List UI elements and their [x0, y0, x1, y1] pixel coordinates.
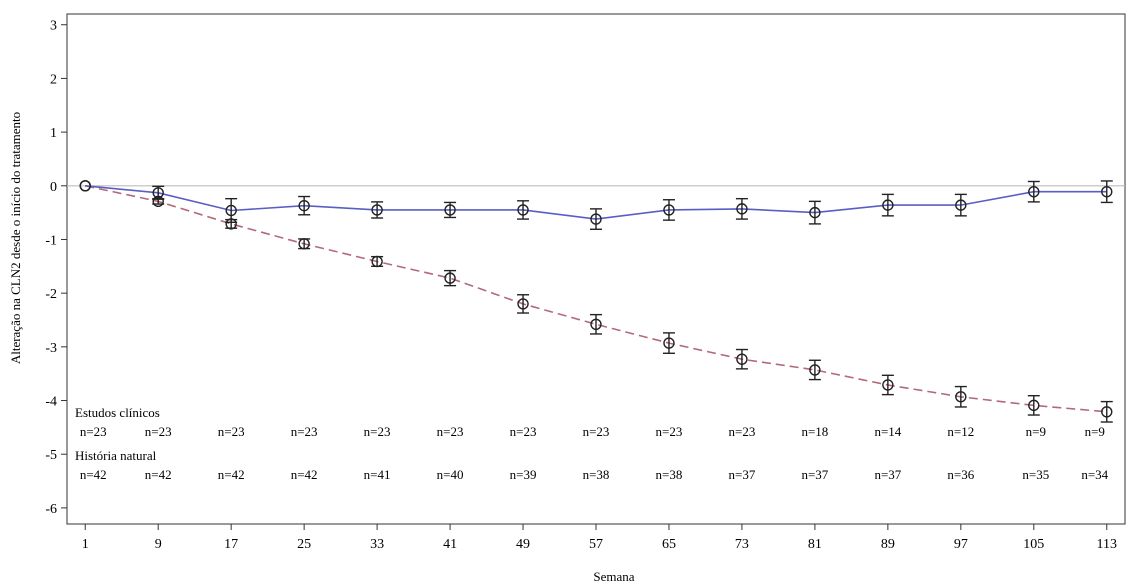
table-count: n=38	[656, 467, 683, 482]
data-point	[882, 199, 894, 211]
data-point	[1028, 399, 1040, 412]
y-tick-label: -6	[45, 502, 57, 517]
table-count: n=9	[1026, 424, 1046, 439]
y-tick-label: 0	[50, 180, 57, 195]
data-point	[1101, 406, 1113, 418]
data-point	[590, 213, 602, 225]
table-group-label: História natural	[75, 448, 157, 463]
y-tick-label: 3	[50, 19, 57, 34]
table-count: n=9	[1085, 424, 1105, 439]
x-tick-label: 73	[735, 537, 749, 552]
table-count: n=41	[364, 467, 391, 482]
data-point	[663, 204, 675, 216]
data-point	[225, 204, 237, 217]
data-point	[298, 199, 310, 212]
table-count: n=37	[801, 467, 828, 482]
y-tick-label: -1	[45, 233, 57, 248]
y-tick-label: 2	[50, 72, 57, 87]
table-count: n=36	[947, 467, 974, 482]
y-axis-title: Alteração na CLN2 desde o início do trat…	[8, 112, 23, 364]
table-count: n=37	[729, 467, 756, 482]
x-tick-label: 97	[954, 537, 968, 552]
table-count: n=23	[145, 424, 172, 439]
table-group-label: Estudos clínicos	[75, 405, 160, 420]
x-tick-label: 113	[1097, 537, 1117, 552]
x-tick-label: 41	[443, 537, 457, 552]
x-tick-label: 49	[516, 537, 530, 552]
x-axis: 1 9 17 25 33 41 49 57 65 73 81 89 97 105 113	[82, 524, 1117, 552]
table-count: n=18	[801, 424, 828, 439]
table-count: n=23	[656, 424, 683, 439]
table-count: n=39	[510, 467, 537, 482]
x-tick-label: 1	[82, 537, 89, 552]
data-point	[955, 391, 967, 403]
x-tick-label: 25	[297, 537, 311, 552]
y-axis: 3 2 1 0 -1 -2 -3 -4 -5 -6	[45, 19, 67, 517]
table-count: n=35	[1022, 467, 1049, 482]
table-count: n=40	[437, 467, 464, 482]
table-count: n=42	[291, 467, 318, 482]
x-tick-label: 33	[370, 537, 384, 552]
data-point	[663, 337, 675, 349]
table-count: n=23	[218, 424, 245, 439]
table-count: n=38	[583, 467, 610, 482]
x-tick-label: 57	[589, 537, 603, 552]
y-tick-label: -2	[45, 287, 57, 302]
data-point	[809, 364, 821, 376]
y-tick-label: -5	[45, 448, 57, 463]
table-count: n=23	[510, 424, 537, 439]
series-line-1	[85, 185, 1107, 413]
table-count: n=23	[291, 424, 318, 439]
data-point	[444, 272, 456, 284]
data-point	[882, 379, 894, 391]
table-count: n=14	[874, 424, 901, 439]
y-tick-label: 1	[50, 126, 57, 141]
y-tick-label: -4	[45, 395, 57, 410]
table-count: n=42	[80, 467, 107, 482]
n-table: Estudos clínicos n=23 n=23 n=23 n=23 n=23 n=23…	[75, 405, 1109, 482]
data-point	[152, 187, 164, 199]
x-tick-label: 65	[662, 537, 676, 552]
data-point	[79, 180, 91, 192]
data-point	[590, 318, 602, 330]
table-count: n=42	[145, 467, 172, 482]
table-count: n=23	[364, 424, 391, 439]
plot-frame	[66, 13, 1126, 525]
data-point	[444, 204, 456, 216]
x-tick-label: 17	[224, 537, 238, 552]
table-count: n=34	[1081, 467, 1108, 482]
table-count: n=42	[218, 467, 245, 482]
data-point	[736, 203, 748, 215]
table-count: n=23	[437, 424, 464, 439]
data-point	[1101, 185, 1113, 198]
x-axis-title: Semana	[593, 569, 634, 584]
data-point	[809, 206, 821, 219]
data-point	[955, 199, 967, 211]
data-point	[517, 298, 529, 310]
data-point	[371, 204, 383, 216]
table-count: n=37	[874, 467, 901, 482]
x-tick-label: 81	[808, 537, 822, 552]
table-count: n=12	[947, 424, 974, 439]
data-point	[517, 204, 529, 216]
series-layer	[79, 180, 1113, 423]
table-count: n=23	[583, 424, 610, 439]
x-tick-label: 9	[155, 537, 162, 552]
data-point	[371, 255, 383, 268]
data-point	[1028, 185, 1040, 198]
x-tick-label: 105	[1023, 537, 1044, 552]
x-tick-label: 89	[881, 537, 895, 552]
data-point	[736, 353, 748, 365]
table-count: n=23	[729, 424, 756, 439]
data-point	[298, 238, 310, 250]
y-tick-label: -3	[45, 341, 57, 356]
table-count: n=23	[80, 424, 107, 439]
